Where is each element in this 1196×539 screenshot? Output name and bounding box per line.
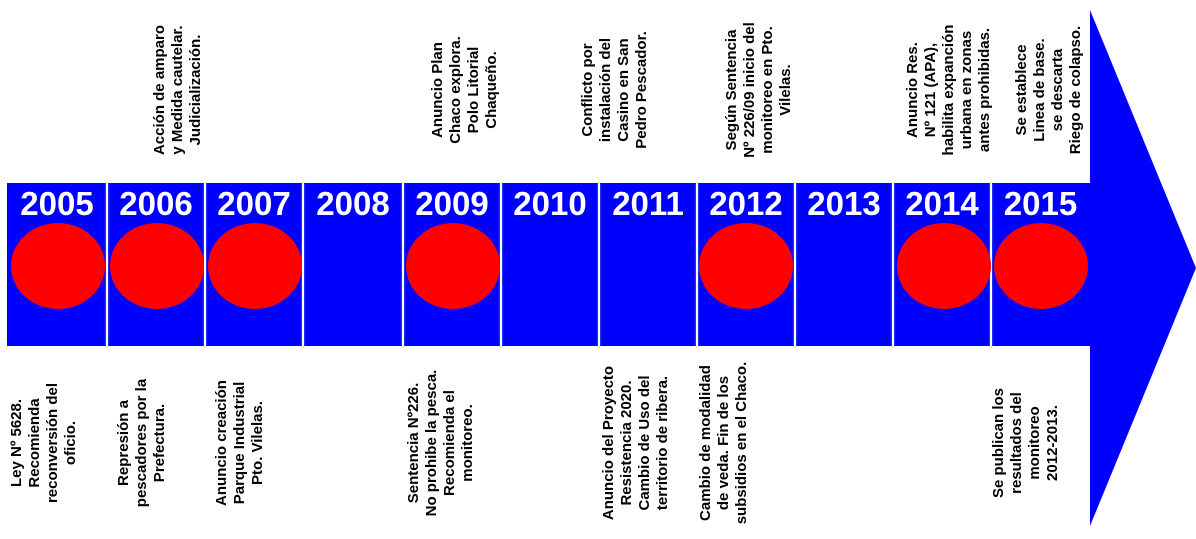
event-note-line: Parque Industrial [231, 381, 248, 505]
event-note-line: antes prohibidas. [976, 27, 993, 153]
event-note-line: habilita expanción [940, 24, 957, 156]
event-marker-2012 [699, 223, 793, 309]
event-note-line: Polo Litorial [465, 46, 482, 134]
event-note-line: Recomienda [26, 398, 43, 488]
event-note-below-2007: Anuncio creación Parque Industrial Pto. Vi… [213, 350, 293, 536]
event-note-below-2015: Se publican los resultados del monitoreo 20… [990, 350, 1086, 536]
year-divider [990, 183, 992, 346]
year-label-2007: 2007 [217, 185, 291, 222]
event-note-line: oficio. [62, 420, 79, 466]
year-label-2008: 2008 [316, 185, 390, 222]
year-label-2006: 2006 [119, 185, 193, 222]
year-label-2011: 2011 [612, 185, 684, 222]
event-note-line: Acción de amparo [151, 24, 168, 156]
year-divider [598, 183, 600, 346]
year-divider [892, 183, 894, 346]
event-note-line: Casino en San [615, 38, 632, 142]
event-note-below-2009: Sentencia Nº226. No prohibe la pesca. Reco… [405, 350, 501, 536]
event-note-below-2006: Represión a pescadores por la Prefectura. [115, 350, 195, 536]
year-label-2015: 2015 [1003, 185, 1078, 222]
event-note-line: Conflicto por [579, 43, 596, 137]
event-note-line: reconversión del [44, 382, 61, 504]
year-divider [302, 183, 304, 346]
year-divider [794, 183, 796, 346]
event-marker-2006 [110, 223, 204, 309]
event-note-line: Nº 226/09 inicio del [741, 22, 758, 158]
event-note-above-2014: Anuncio Res. Nº 121 (APA), habilita expanc… [884, 4, 994, 176]
year-divider [106, 183, 108, 346]
event-marker-2014 [897, 223, 991, 309]
event-note-above-2012: Según Sentencia Nº 226/09 inicio del monit… [697, 4, 795, 176]
event-note-line: Se publican los [990, 387, 1007, 499]
event-note-line: Anuncio Plan [429, 42, 446, 138]
event-note-line: Recomienda el [441, 390, 458, 496]
event-note-line: Represión a [115, 400, 132, 486]
event-note-above-2009: Anuncio Plan Chaco explora. Polo Litorial C… [405, 4, 501, 176]
year-label-2013: 2013 [807, 185, 881, 222]
event-marker-2009 [406, 223, 500, 309]
event-note-line: Resistencia 2020. [618, 380, 635, 506]
event-note-line: Chaqueño. [483, 51, 500, 129]
year-divider [500, 183, 502, 346]
event-note-line: Anuncio Res. [904, 42, 921, 138]
event-note-line: Cambio de Uso del [636, 375, 653, 511]
event-note-line: Prefectura. [151, 403, 168, 483]
event-note-line: Linea de base. [1031, 38, 1048, 142]
event-note-line: instalación del [597, 37, 614, 143]
event-note-line: resultados del [1008, 392, 1025, 494]
event-marker-2005 [11, 223, 105, 309]
event-note-line: se descarta [1049, 48, 1066, 132]
event-note-line: Pedro Pescador. [633, 31, 650, 149]
event-note-line: Nº 121 (APA), [922, 42, 939, 138]
event-marker-2015 [994, 223, 1088, 309]
event-note-line: Anuncio del Proyecto [600, 365, 617, 521]
event-note-line: y Medida cautelar. [169, 25, 186, 155]
event-note-line: monitoreo. [459, 404, 476, 482]
event-note-above-2010-2011: Conflicto por instalación del Casino en Sa… [545, 4, 651, 176]
timeline-arrowhead [1090, 10, 1196, 526]
event-note-line: Sentencia Nº226. [405, 382, 422, 504]
event-note-line: Cambio de modalidad [697, 365, 714, 521]
event-note-line: Riego de colapso. [1067, 25, 1084, 155]
event-note-line: Se establece [1013, 44, 1030, 136]
year-label-2012: 2012 [709, 185, 783, 222]
event-note-line: Vilelas. [777, 64, 794, 116]
event-note-line: Chaco explora. [447, 36, 464, 144]
year-label-2009: 2009 [415, 185, 489, 222]
event-note-line: Pto. Vilelas. [249, 401, 266, 485]
event-note-line: pescadores por la [133, 378, 150, 508]
year-divider [402, 183, 404, 346]
event-note-line: territorio de ribera. [654, 375, 671, 511]
event-note-line: Según Sentencia [723, 29, 740, 151]
event-note-line: Ley Nº 5628. [8, 398, 25, 488]
event-note-line: monitoreo en Pto. [759, 26, 776, 154]
year-divider [696, 183, 698, 346]
event-note-line: Anuncio creación [213, 380, 230, 506]
event-note-line: subsidios en el Chaco. [733, 361, 750, 525]
event-note-above-2015: Se establece Linea de base. se descarta Rie… [995, 4, 1085, 176]
event-note-line: Judicialización. [187, 34, 204, 146]
event-note-line: monitoreo [1026, 406, 1043, 480]
event-note-below-2011: Anuncio del Proyecto Resistencia 2020. Cam… [600, 350, 696, 536]
event-note-line: 2012-2013. [1044, 405, 1061, 481]
year-label-2014: 2014 [905, 185, 979, 222]
event-note-line: No prohibe la pesca. [423, 369, 440, 517]
event-note-line: de veda. Fin de los [715, 375, 732, 511]
event-note-line: urbana en zonas [958, 30, 975, 150]
event-note-below-2012: Cambio de modalidad de veda. Fin de los su… [697, 350, 795, 536]
event-note-above-2006: Acción de amparo y Medida cautelar. Judici… [115, 4, 205, 176]
event-marker-2007 [208, 223, 302, 309]
year-label-2010: 2010 [513, 185, 587, 222]
event-note-below-2005: Ley Nº 5628. Recomienda reconversión del of… [8, 350, 106, 536]
year-divider [204, 183, 206, 346]
year-label-2005: 2005 [20, 185, 94, 222]
